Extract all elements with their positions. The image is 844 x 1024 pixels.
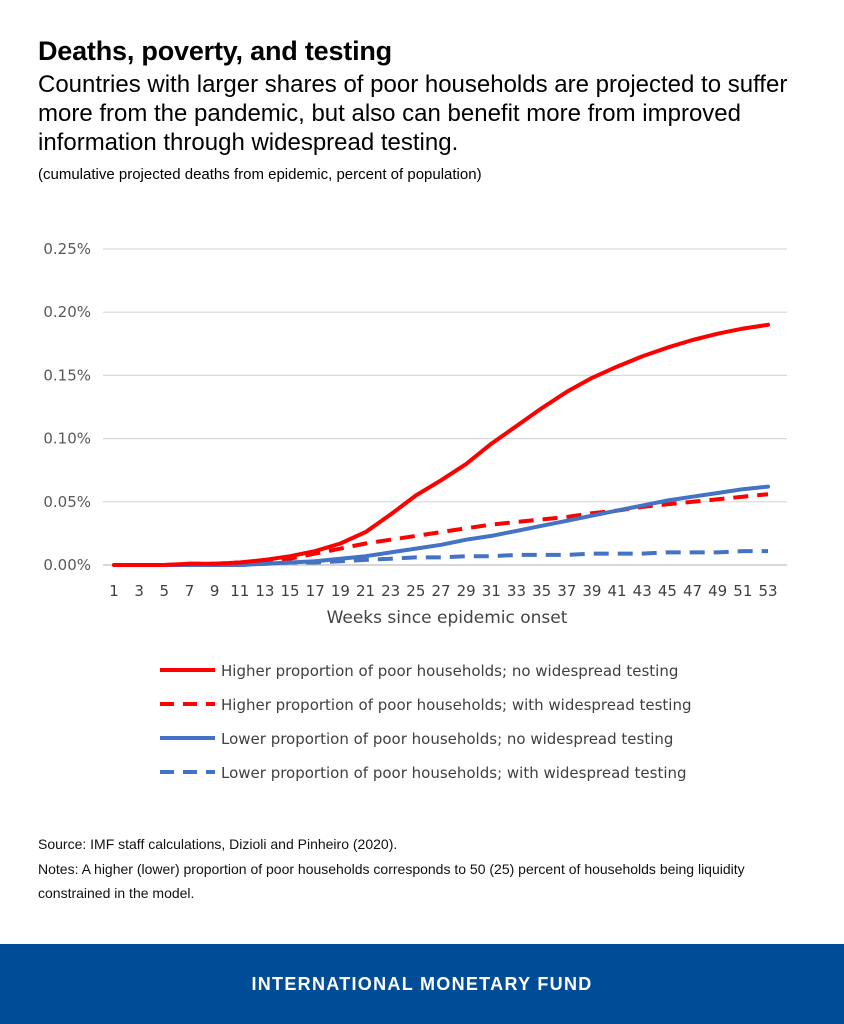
legend-label: Lower proportion of poor households; no …: [221, 730, 673, 748]
chart-units-note: (cumulative projected deaths from epidem…: [38, 166, 482, 183]
x-tick-label: 37: [557, 582, 576, 600]
x-tick-label: 51: [733, 582, 752, 600]
x-tick-label: 49: [708, 582, 727, 600]
y-axis-ticks: 0.00% 0.05% 0.10% 0.15% 0.20% 0.25%: [43, 240, 91, 574]
x-tick-label: 47: [683, 582, 702, 600]
line-chart: 0.00%0.05%0.10%0.15%0.20%0.25% 1 3 5 7 9 11 13…: [43, 240, 787, 782]
x-tick-label: 35: [532, 582, 551, 600]
series-line: [112, 322, 770, 567]
x-tick-label: 15: [281, 582, 300, 600]
x-tick-label: 41: [608, 582, 627, 600]
x-tick-label: 23: [381, 582, 400, 600]
x-tick-label: 43: [633, 582, 652, 600]
x-tick-label: 17: [306, 582, 325, 600]
x-tick-label: 5: [160, 582, 170, 600]
x-axis-label: Weeks since epidemic onset: [327, 608, 568, 628]
x-tick-label: 13: [255, 582, 274, 600]
x-tick-label: 25: [406, 582, 425, 600]
x-tick-label: 1: [109, 582, 119, 600]
x-tick-label: 33: [507, 582, 526, 600]
legend-label: Higher proportion of poor households; wi…: [221, 696, 692, 714]
notes-text: Notes: A higher (lower) proportion of po…: [38, 861, 745, 901]
y-tick-label: 0.10%: [43, 430, 91, 448]
x-tick-label: 19: [331, 582, 350, 600]
gridlines: [103, 248, 787, 566]
x-axis-ticks: 1 3 5 7 9 11 13 15 17 19 21 23 25 27 29 31 33 35 37 39 41 43 4…: [109, 582, 777, 600]
x-tick-label: 11: [230, 582, 249, 600]
legend-label: Higher proportion of poor households; no…: [221, 662, 678, 680]
x-tick-label: 7: [185, 582, 195, 600]
x-tick-label: 39: [582, 582, 601, 600]
y-tick-label: 0.15%: [43, 366, 91, 384]
y-tick-label: 0.25%: [43, 240, 91, 258]
y-tick-label: 0.20%: [43, 303, 91, 321]
y-tick-label: 0.05%: [43, 493, 91, 511]
footer-banner: INTERNATIONAL MONETARY FUND: [0, 944, 844, 1024]
x-tick-label: 9: [210, 582, 220, 600]
y-tick-label: 0.00%: [43, 556, 91, 574]
x-tick-label: 29: [457, 582, 476, 600]
x-tick-label: 21: [356, 582, 375, 600]
x-tick-label: 31: [482, 582, 501, 600]
legend-label: Lower proportion of poor households; wit…: [221, 764, 687, 782]
x-tick-label: 45: [658, 582, 677, 600]
footer-brand: INTERNATIONAL MONETARY FUND: [251, 973, 593, 994]
chart-subtitle: Countries with larger shares of poor hou…: [38, 71, 788, 156]
series-lines: [112, 322, 770, 567]
chart-title: Deaths, poverty, and testing: [38, 36, 392, 66]
x-tick-label: 3: [134, 582, 144, 600]
source-note: Source: IMF staff calculations, Dizioli …: [38, 836, 398, 852]
x-tick-label: 53: [758, 582, 777, 600]
legend: Higher proportion of poor households; no…: [160, 662, 692, 782]
x-tick-label: 27: [431, 582, 450, 600]
